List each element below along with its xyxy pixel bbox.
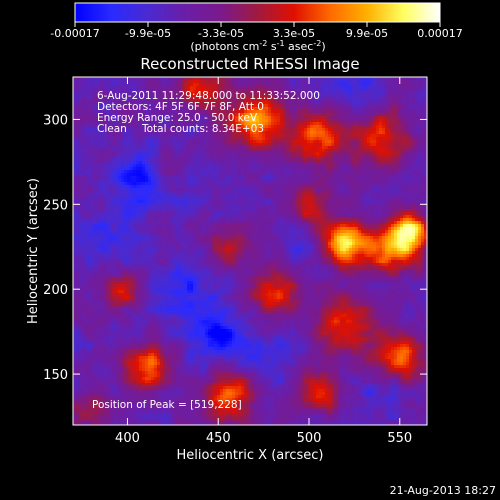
annotation-peak-position: Position of Peak = [519,228]: [92, 399, 242, 411]
y-tick-label: 150: [43, 368, 68, 383]
y-axis-label: Heliocentric Y (arcsec): [26, 178, 41, 324]
colorbar-tick-label-4: 9.9e-05: [346, 27, 388, 40]
x-tick-label: 450: [206, 431, 231, 446]
unit-part-4: ): [321, 40, 325, 53]
unit-part-1: (photons cm: [190, 40, 259, 53]
y-tick-label: 250: [43, 198, 68, 213]
annotation-energy: Energy Range: 25.0 - 50.0 keV: [97, 112, 258, 124]
colorbar-tick-label-2: -3.3e-05: [198, 27, 244, 40]
x-axis-label: Heliocentric X (arcsec): [177, 448, 324, 463]
x-tick-label: 400: [115, 431, 140, 446]
annotation-detectors: Detectors: 4F 5F 6F 7F 8F, Att 0: [97, 101, 264, 113]
unit-part-3: asec: [285, 40, 314, 53]
colorbar-tick-label-0: -0.00017: [50, 27, 99, 40]
plot-area: [72, 76, 428, 426]
annotation-clean: Clean: [97, 123, 127, 135]
colorbar-tick-label-5: 0.00017: [417, 27, 463, 40]
colorbar: -0.00017 -9.9e-05 -3.3e-05 3.3e-05 9.9e-…: [50, 2, 463, 53]
y-tick-label: 200: [43, 283, 68, 298]
footer-date: 21-Aug-2013 18:27: [390, 484, 496, 497]
heatmap-image: [73, 77, 427, 425]
unit-part-2: s: [267, 40, 276, 53]
colorbar-tick-label-3: 3.3e-05: [273, 27, 315, 40]
x-tick-label: 500: [297, 431, 322, 446]
colorbar-ticks: [74, 22, 441, 27]
y-tick-label: 300: [43, 113, 68, 128]
colorbar-unit-label: (photons cm-2 s-1 asec-2): [190, 39, 325, 53]
chart-title: Reconstructed RHESSI Image: [140, 55, 359, 73]
plot-frame: [72, 76, 428, 426]
unit-exp-1: -2: [259, 39, 267, 48]
unit-exp-3: -2: [313, 39, 321, 48]
x-tick-label: 550: [387, 431, 412, 446]
colorbar-strip: [74, 2, 441, 23]
heatmap-container: [73, 77, 427, 425]
unit-exp-2: -1: [277, 39, 285, 48]
axis-ticks: [73, 77, 427, 425]
colorbar-tick-label-1: -9.9e-05: [125, 27, 171, 40]
annotation-time-range: 6-Aug-2011 11:29:48.000 to 11:33:52.000: [97, 90, 320, 102]
annotation-total-counts: Total counts: 8.34E+03: [141, 123, 264, 135]
